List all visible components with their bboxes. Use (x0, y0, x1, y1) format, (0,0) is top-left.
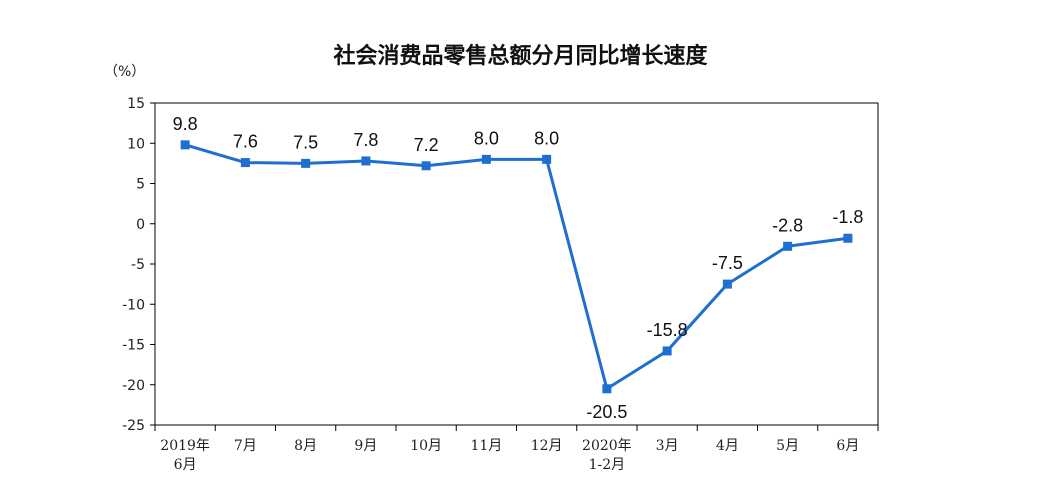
data-point-marker (722, 279, 732, 289)
data-label: -2.8 (772, 215, 803, 235)
data-label: 8.0 (474, 128, 499, 148)
x-tick-label: 2019年 (160, 438, 210, 454)
y-tick-label: -20 (122, 378, 145, 394)
x-tick-label: 11月 (470, 438, 502, 454)
series-line (184, 143, 849, 391)
data-point-marker (180, 140, 190, 150)
x-tick-label: 8月 (294, 438, 317, 454)
data-point-marker (662, 346, 672, 356)
x-tick-label: 1-2月 (589, 457, 626, 473)
chart-title: 社会消费品零售总额分月同比增长速度 (333, 44, 708, 69)
markers-group (180, 140, 853, 394)
x-tick-label: 6月 (836, 438, 859, 454)
data-point-marker (421, 161, 431, 171)
x-tick-label: 2020年 (582, 438, 632, 454)
data-label: 9.8 (173, 114, 198, 134)
x-tick-label: 10月 (410, 438, 442, 454)
y-tick-label: 10 (127, 136, 145, 152)
data-label: 7.6 (233, 132, 258, 152)
data-point-marker (542, 154, 552, 164)
x-tick-label: 3月 (656, 438, 679, 454)
data-point-marker (481, 154, 491, 164)
x-tick-label: 5月 (776, 438, 799, 454)
y-tick-label: -15 (122, 338, 145, 354)
data-point-marker (843, 233, 853, 243)
y-tick-label: 5 (136, 177, 145, 193)
axes: 15 10 5 0 -5 -10 -15 -20 -25 2019年 6月 7月 8月 9月 10月 11月 1… (122, 96, 879, 473)
x-tick-label: 6月 (174, 457, 197, 473)
y-tick-label: -10 (122, 297, 145, 313)
y-tick-label: 0 (136, 217, 145, 233)
data-label: -20.5 (586, 402, 627, 422)
data-label: -7.5 (712, 253, 743, 273)
data-labels-group: 9.8 7.6 7.5 7.8 7.2 8.0 8.0 -20.5 -15.8 -7.5 -2.8 -… (173, 114, 864, 422)
series-line-group (184, 143, 849, 391)
x-tick-label: 12月 (531, 438, 563, 454)
data-label: 8.0 (534, 128, 559, 148)
plot-area-frame (154, 102, 879, 426)
y-tick-label: -25 (122, 418, 145, 434)
data-point-marker (602, 384, 612, 394)
data-point-marker (301, 158, 311, 168)
y-tick-label: -5 (131, 257, 145, 273)
data-point-marker (783, 241, 793, 251)
x-tick-label: 4月 (716, 438, 739, 454)
y-tick-label: 15 (127, 96, 145, 112)
data-point-marker (361, 156, 371, 166)
data-label: -1.8 (832, 207, 863, 227)
x-tick-label: 9月 (354, 438, 377, 454)
data-label: 7.2 (414, 135, 439, 155)
data-point-marker (240, 158, 250, 168)
data-label: -15.8 (647, 320, 688, 340)
x-tick-label: 7月 (234, 438, 257, 454)
data-label: 7.8 (353, 130, 378, 150)
y-axis-unit-label: （%） (104, 64, 145, 80)
data-label: 7.5 (293, 132, 318, 152)
